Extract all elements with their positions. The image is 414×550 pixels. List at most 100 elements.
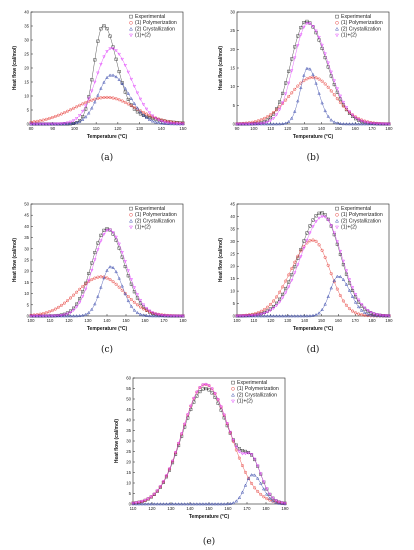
data-point — [47, 122, 51, 126]
data-point — [271, 110, 276, 114]
data-point — [170, 502, 175, 506]
data-point — [296, 99, 300, 103]
x-tick-label: 180 — [179, 318, 187, 323]
data-point — [255, 476, 260, 480]
legend: Experimental(1) Polymerization(2) Crysta… — [335, 14, 383, 39]
data-point — [135, 293, 140, 297]
data-point — [244, 314, 248, 318]
legend-entry: (1)+(2) — [135, 225, 151, 231]
y-tick-label: 30 — [126, 439, 131, 444]
data-point — [93, 276, 97, 280]
data-point — [305, 314, 309, 318]
data-point — [141, 307, 146, 311]
data-point — [126, 70, 130, 74]
data-point — [47, 314, 51, 318]
data-point — [366, 312, 370, 316]
data-point — [335, 240, 340, 244]
data-point — [87, 111, 91, 115]
data-point — [75, 302, 79, 306]
data-point — [108, 47, 112, 51]
data-point — [84, 312, 88, 316]
legend-entry: (2) Crystallization — [237, 392, 277, 398]
y-tick-label: 30 — [24, 246, 29, 251]
data-point — [296, 254, 300, 258]
data-point — [265, 497, 269, 501]
data-point — [129, 96, 134, 100]
data-point — [179, 432, 184, 436]
legend-entry: Experimental — [341, 206, 371, 212]
data-point — [129, 282, 133, 286]
data-point — [207, 502, 211, 506]
data-point — [166, 121, 170, 126]
data-point — [201, 502, 205, 506]
data-point — [299, 249, 303, 253]
chart-a: 80 90 100 110 120 130 140 150 0 5 10 15 20 25 30 35 40 Te… — [12, 10, 187, 164]
data-point — [102, 232, 106, 236]
legend-marker — [129, 21, 133, 25]
data-point — [256, 489, 260, 493]
data-point — [117, 77, 121, 81]
data-point — [314, 239, 318, 243]
data-point — [153, 116, 158, 120]
y-tick-label: 40 — [24, 10, 29, 15]
data-point — [262, 487, 266, 491]
data-point — [149, 495, 153, 499]
data-point — [134, 501, 138, 505]
data-point — [210, 387, 214, 391]
data-point — [105, 227, 109, 231]
data-point — [182, 422, 187, 426]
data-point — [296, 314, 300, 318]
legend-entry: (1) Polymerization — [237, 386, 279, 392]
data-point — [350, 122, 355, 126]
x-tick-label: 100 — [27, 318, 35, 323]
y-tick-label: 0 — [27, 122, 30, 127]
data-point — [213, 502, 217, 506]
x-tick-label: 100 — [233, 318, 241, 323]
data-point — [156, 313, 161, 317]
data-point — [99, 62, 103, 67]
data-point — [134, 502, 138, 506]
data-point — [132, 101, 137, 105]
data-point — [75, 105, 79, 109]
data-point — [308, 224, 312, 228]
data-point — [262, 480, 266, 484]
x-tick-label: 180 — [369, 318, 377, 323]
data-point — [172, 314, 176, 318]
data-point — [167, 502, 172, 506]
data-point — [56, 113, 60, 117]
x-tick-label: 100 — [71, 126, 79, 131]
data-point — [277, 300, 282, 304]
data-point — [164, 474, 169, 478]
data-point — [259, 312, 264, 316]
data-point — [126, 295, 130, 299]
data-point — [320, 101, 324, 105]
data-point — [126, 102, 130, 106]
x-tick-label: 180 — [262, 506, 270, 511]
data-point — [90, 78, 94, 82]
data-point — [105, 95, 109, 99]
data-point — [384, 122, 388, 126]
data-point — [38, 119, 42, 123]
data-point — [280, 122, 285, 126]
data-point — [102, 55, 106, 59]
data-point — [172, 122, 176, 126]
data-point — [181, 314, 185, 318]
data-point — [158, 502, 163, 506]
data-point — [114, 57, 118, 61]
data-point — [344, 282, 349, 286]
data-point — [350, 286, 355, 290]
data-point — [160, 121, 164, 125]
x-tick-label: 110 — [250, 318, 257, 323]
data-point — [274, 304, 279, 308]
data-point — [241, 314, 245, 318]
data-point — [250, 120, 254, 124]
data-point — [108, 73, 112, 77]
data-point — [302, 246, 306, 250]
data-point — [326, 263, 330, 267]
data-point — [271, 122, 276, 126]
data-point — [332, 231, 336, 235]
data-point — [281, 91, 285, 95]
data-point — [216, 398, 220, 402]
y-tick-label: 0 — [233, 122, 236, 127]
data-point — [80, 313, 85, 317]
